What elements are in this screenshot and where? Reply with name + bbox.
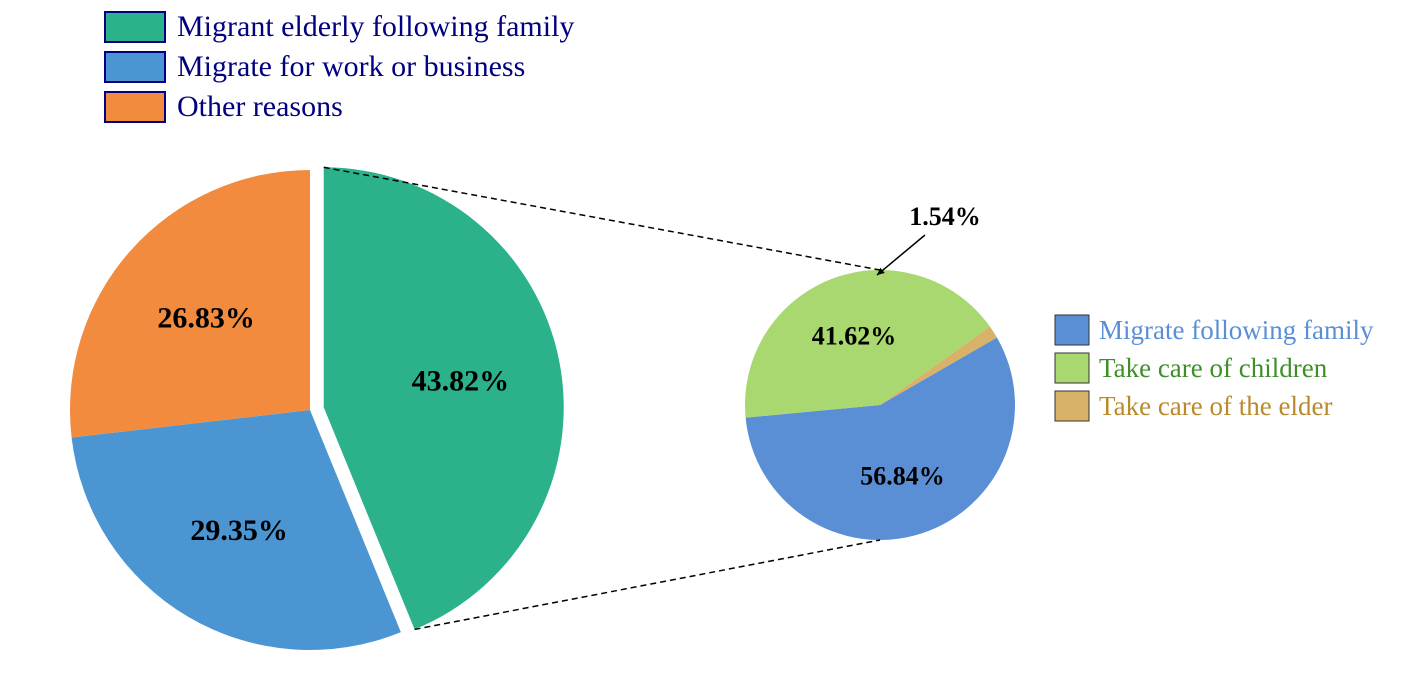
legend-main-text-1: Migrate for work or business (177, 50, 525, 83)
legend-main-swatch-0 (105, 12, 165, 42)
legend-main-swatch-2 (105, 92, 165, 122)
legend-sub-text-0: Migrate following family (1099, 315, 1374, 345)
main-pie (70, 167, 564, 650)
legend-sub-swatch-2 (1055, 391, 1089, 421)
main-pie-label-following_family: 43.82% (412, 364, 510, 397)
legend-sub-text-1: Take care of children (1099, 353, 1328, 383)
legend-main-swatch-1 (105, 52, 165, 82)
legend-main-text-2: Other reasons (177, 90, 343, 123)
sub-pie-label-care_children: 41.62% (812, 321, 897, 350)
legend-sub: Migrate following family Take care of chi… (1055, 315, 1374, 421)
figure: 43.82% 29.35% 26.83% 56.84% 41.62% 1.54% Migra… (0, 0, 1415, 700)
legend-sub-swatch-1 (1055, 353, 1089, 383)
legend-main-text-0: Migrant elderly following family (177, 10, 574, 43)
sub-pie-callout-line (877, 235, 925, 275)
sub-pie-callout-label: 1.54% (909, 202, 981, 231)
main-pie-label-other: 26.83% (157, 301, 255, 334)
main-pie-label-work_business: 29.35% (190, 514, 288, 547)
sub-pie-label-migrate_following: 56.84% (860, 462, 945, 491)
legend-sub-text-2: Take care of the elder (1099, 391, 1332, 421)
sub-pie (745, 270, 1015, 540)
legend-main: Migrant elderly following family Migrate … (105, 10, 574, 123)
legend-sub-swatch-0 (1055, 315, 1089, 345)
